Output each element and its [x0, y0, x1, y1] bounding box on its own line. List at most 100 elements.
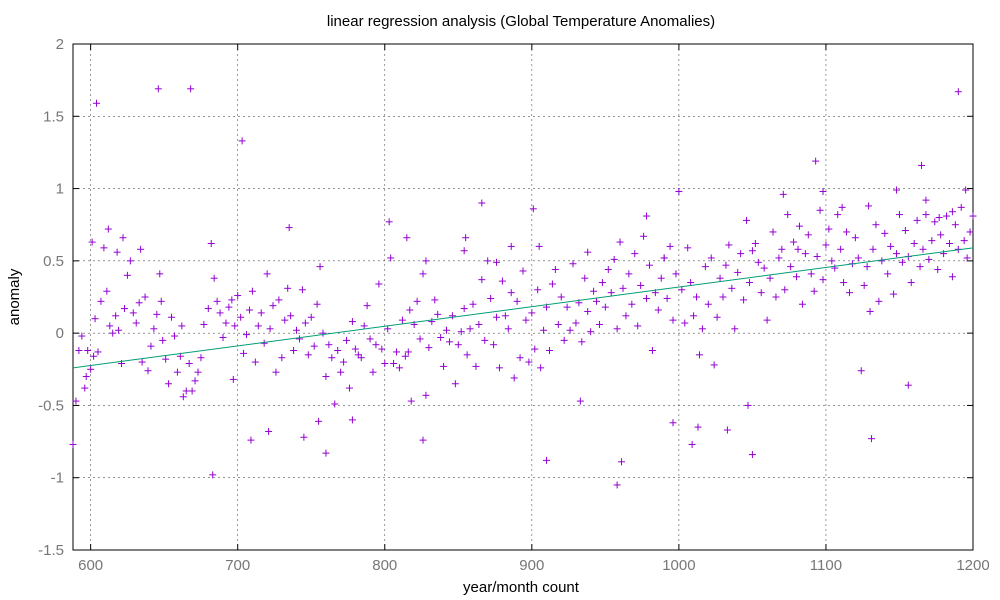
data-point — [613, 325, 621, 333]
data-point — [238, 137, 246, 145]
data-point — [254, 322, 262, 330]
data-point — [890, 290, 898, 298]
data-point — [478, 199, 486, 207]
data-point — [188, 387, 196, 395]
data-point — [165, 380, 173, 388]
data-point — [569, 260, 577, 268]
data-point — [616, 238, 624, 246]
data-point — [657, 274, 665, 282]
data-point — [284, 284, 292, 292]
data-point — [328, 354, 336, 362]
data-point — [168, 313, 176, 321]
data-point — [907, 279, 915, 287]
data-point — [781, 286, 789, 294]
data-point — [634, 322, 642, 330]
data-point — [334, 346, 342, 354]
data-point — [437, 333, 445, 341]
data-point — [126, 257, 134, 265]
data-point — [493, 258, 501, 266]
data-point — [115, 326, 123, 334]
data-point — [754, 258, 762, 266]
data-point — [669, 316, 677, 324]
data-point — [710, 361, 718, 369]
data-point — [222, 319, 230, 327]
data-point — [648, 346, 656, 354]
data-point — [395, 364, 403, 372]
data-point — [398, 316, 406, 324]
data-point — [607, 289, 615, 297]
data-point — [794, 245, 802, 253]
data-point — [543, 456, 551, 464]
data-point — [510, 374, 518, 382]
data-point — [237, 313, 245, 321]
data-point — [462, 234, 470, 242]
data-point — [422, 257, 430, 265]
data-point — [348, 318, 356, 326]
data-point — [170, 332, 178, 340]
data-point — [798, 300, 806, 308]
data-point — [631, 250, 639, 258]
data-point — [854, 254, 862, 262]
data-point — [112, 312, 120, 320]
data-point — [804, 231, 812, 239]
data-point — [495, 364, 503, 372]
data-point — [135, 299, 143, 307]
data-point — [375, 280, 383, 288]
data-point — [962, 186, 970, 194]
data-point — [645, 261, 653, 269]
data-point — [109, 329, 117, 337]
data-point — [231, 322, 239, 330]
data-point — [619, 284, 627, 292]
data-point — [132, 319, 140, 327]
data-point — [913, 216, 921, 224]
data-point — [895, 211, 903, 219]
data-point — [307, 313, 315, 321]
data-point — [825, 225, 833, 233]
data-point — [669, 419, 677, 427]
data-point — [406, 306, 414, 314]
data-point — [922, 196, 930, 204]
data-point — [416, 335, 424, 343]
data-point — [654, 306, 662, 314]
data-point — [451, 380, 459, 388]
data-point — [162, 355, 170, 363]
data-point — [272, 368, 280, 376]
data-point — [919, 245, 927, 253]
data-point — [663, 294, 671, 302]
data-point — [173, 368, 181, 376]
data-point — [819, 276, 827, 284]
data-point — [928, 237, 936, 245]
data-point — [91, 315, 99, 323]
data-point — [535, 242, 543, 250]
data-point — [103, 287, 111, 295]
plot-frame — [72, 43, 974, 551]
data-point — [448, 312, 456, 320]
data-point — [88, 238, 96, 246]
data-point — [775, 254, 783, 262]
data-point — [595, 320, 603, 328]
data-point — [925, 255, 933, 263]
data-point — [251, 358, 259, 366]
data-point — [78, 332, 86, 340]
data-point — [207, 240, 215, 248]
data-point — [422, 391, 430, 399]
data-point — [701, 263, 709, 271]
data-point — [153, 310, 161, 318]
data-point — [372, 341, 380, 349]
data-point — [757, 289, 765, 297]
data-point — [598, 279, 606, 287]
data-point — [200, 320, 208, 328]
data-point — [904, 381, 912, 389]
data-point — [529, 205, 537, 213]
data-point — [156, 270, 164, 278]
data-point — [838, 203, 846, 211]
data-point — [622, 312, 630, 320]
data-point — [916, 263, 924, 271]
data-point — [613, 481, 621, 489]
data-point — [87, 365, 95, 373]
data-point — [381, 360, 389, 368]
chart-title: linear regression analysis (Global Tempe… — [327, 13, 715, 30]
data-point — [719, 293, 727, 301]
data-point — [748, 451, 756, 459]
data-point — [357, 354, 365, 362]
